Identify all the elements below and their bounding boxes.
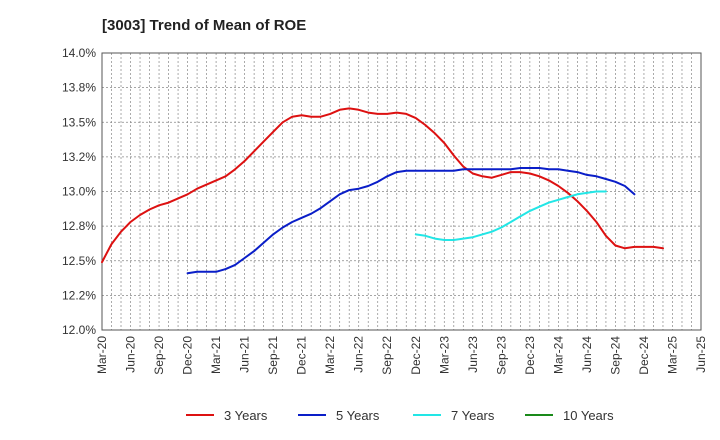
x-tick-label: Dec-22 — [409, 336, 423, 375]
y-tick-label: 12.0% — [62, 323, 96, 337]
x-tick-label: Dec-20 — [181, 336, 195, 375]
x-tick-label: Mar-24 — [551, 336, 565, 374]
x-tick-label: Mar-22 — [323, 336, 337, 374]
legend: 3 Years 5 Years 7 Years 10 Years — [186, 408, 614, 423]
legend-label: 7 Years — [451, 408, 495, 423]
x-tick-label: Sep-21 — [266, 336, 280, 375]
x-tick-label: Jun-22 — [352, 336, 366, 373]
y-axis-ticks: 12.0% 12.2% 12.5% 12.8% 13.0% 13.2% 13.5% 13.8%… — [62, 46, 96, 337]
y-tick-label: 13.0% — [62, 185, 96, 199]
y-tick-label: 13.5% — [62, 115, 96, 129]
x-tick-label: Jun-23 — [466, 336, 480, 373]
legend-label: 10 Years — [563, 408, 614, 423]
x-tick-label: Dec-24 — [637, 336, 651, 375]
series-line — [101, 107, 664, 264]
series-lines — [101, 107, 664, 275]
chart-title: [3003] Trend of Mean of ROE — [102, 17, 306, 34]
y-tick-label: 14.0% — [62, 46, 96, 60]
y-tick-label: 12.2% — [62, 288, 96, 302]
x-tick-label: Mar-21 — [209, 336, 223, 374]
y-tick-label: 12.8% — [62, 219, 96, 233]
y-tick-label: 12.5% — [62, 254, 96, 268]
x-tick-label: Mar-25 — [665, 336, 679, 374]
legend-label: 3 Years — [224, 408, 268, 423]
x-tick-label: Sep-22 — [380, 336, 394, 375]
x-tick-label: Sep-20 — [152, 336, 166, 375]
x-tick-label: Dec-21 — [295, 336, 309, 375]
x-tick-label: Sep-23 — [494, 336, 508, 375]
x-tick-label: Sep-24 — [608, 336, 622, 375]
x-tick-label: Mar-23 — [437, 336, 451, 374]
x-tick-label: Jun-20 — [124, 336, 138, 373]
x-tick-label: Jun-21 — [238, 336, 252, 373]
series-line — [414, 190, 607, 241]
series-line — [186, 167, 636, 275]
x-tick-label: Dec-23 — [523, 336, 537, 375]
x-tick-label: Jun-24 — [580, 336, 594, 373]
x-tick-label: Mar-20 — [95, 336, 109, 374]
legend-label: 5 Years — [336, 408, 380, 423]
x-axis-ticks: Mar-20 Jun-20 Sep-20 Dec-20 Mar-21 Jun-21 Sep-… — [95, 336, 708, 375]
y-tick-label: 13.2% — [62, 150, 96, 164]
y-tick-label: 13.8% — [62, 81, 96, 95]
plot-frame — [101, 52, 702, 331]
x-tick-label: Jun-25 — [694, 336, 708, 373]
